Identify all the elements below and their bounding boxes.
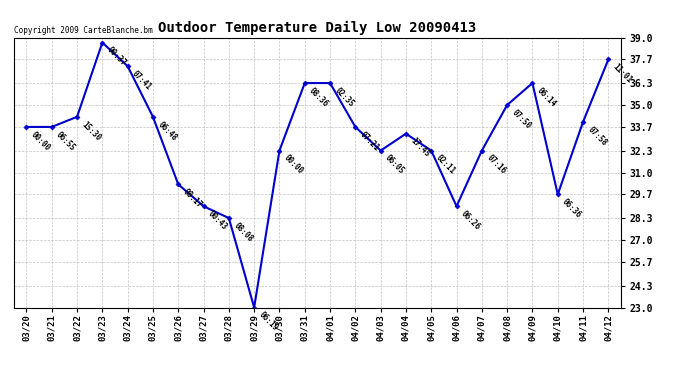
Text: 06:26: 06:26 (460, 209, 482, 232)
Text: 02:35: 02:35 (333, 86, 355, 108)
Text: 07:58: 07:58 (586, 124, 609, 147)
Text: 00:00: 00:00 (29, 130, 52, 152)
Title: Outdoor Temperature Daily Low 20090413: Outdoor Temperature Daily Low 20090413 (158, 21, 477, 35)
Text: 07:41: 07:41 (130, 69, 153, 92)
Text: 06:48: 06:48 (156, 120, 179, 142)
Text: 06:36: 06:36 (560, 197, 583, 220)
Text: 11:01: 11:01 (611, 62, 634, 85)
Text: 00:43: 00:43 (206, 209, 229, 232)
Text: 06:55: 06:55 (55, 130, 77, 152)
Text: 08:08: 08:08 (232, 221, 255, 243)
Text: 07:16: 07:16 (484, 153, 507, 176)
Text: 06:05: 06:05 (384, 153, 406, 176)
Text: 02:11: 02:11 (434, 153, 457, 176)
Text: 00:37: 00:37 (105, 45, 128, 68)
Text: 07:21: 07:21 (358, 130, 381, 152)
Text: 00:00: 00:00 (282, 153, 305, 176)
Text: 07:50: 07:50 (510, 108, 533, 130)
Text: 08:36: 08:36 (308, 86, 331, 108)
Text: 17:45: 17:45 (408, 136, 431, 159)
Text: 08:17: 08:17 (181, 187, 204, 210)
Text: Copyright 2009 CarteBlanche.bm: Copyright 2009 CarteBlanche.bm (14, 26, 152, 35)
Text: 15:30: 15:30 (80, 120, 103, 142)
Text: 06:19: 06:19 (257, 310, 279, 333)
Text: 06:14: 06:14 (535, 86, 558, 108)
